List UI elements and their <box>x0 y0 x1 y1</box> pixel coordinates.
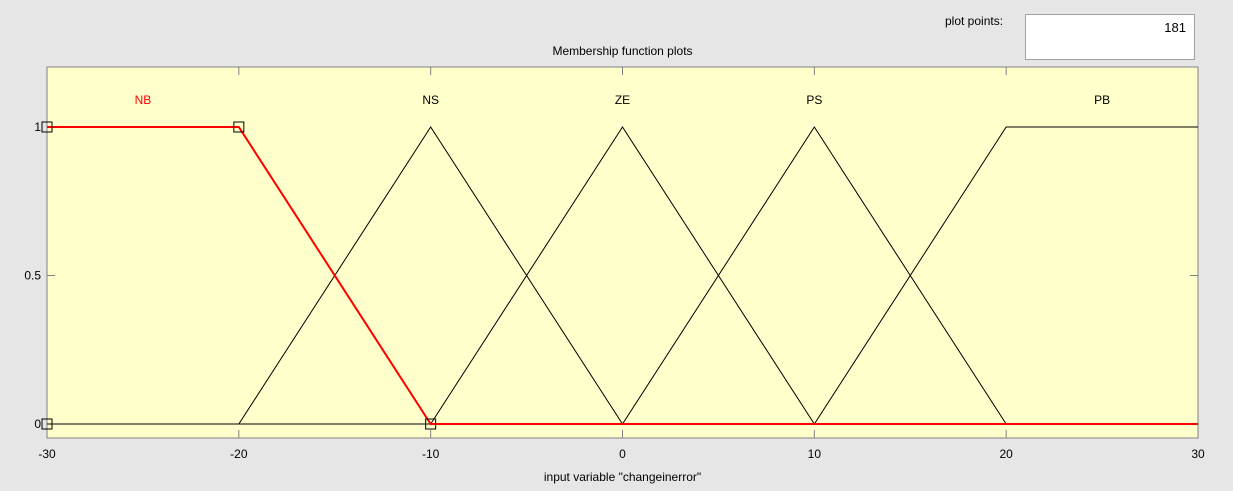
plot-points-input[interactable]: 181 <box>1025 14 1195 60</box>
x-axis-label-text: input variable "changeinerror" <box>543 470 702 484</box>
mf-vertex-handle[interactable] <box>41 418 53 430</box>
mf-label-ns[interactable]: NS <box>422 93 439 107</box>
mf-label-pb[interactable]: PB <box>1094 93 1110 107</box>
mf-vertex-handle[interactable] <box>233 121 245 133</box>
mf-label-ze[interactable]: ZE <box>615 93 630 107</box>
plot-title-text: Membership function plots <box>552 44 693 58</box>
x-tick-label: -30 <box>38 447 56 461</box>
x-tick-label: 10 <box>808 447 822 461</box>
plot-points-label: plot points: <box>945 14 1004 28</box>
x-tick-label: -20 <box>230 447 248 461</box>
y-tick-label: 0 <box>34 417 41 431</box>
mf-label-ps[interactable]: PS <box>806 93 822 107</box>
mf-label-nb[interactable]: NB <box>135 93 152 107</box>
plot-title: Membership function plots <box>0 44 1233 58</box>
x-axis-label: input variable "changeinerror" <box>0 470 1233 484</box>
y-tick-label: 0.5 <box>24 269 41 283</box>
mf-vertex-handle[interactable] <box>41 121 53 133</box>
x-tick-label: 20 <box>999 447 1013 461</box>
x-tick-label: 0 <box>619 447 626 461</box>
x-tick-label: -10 <box>422 447 440 461</box>
plot-area <box>46 66 1199 439</box>
mf-vertex-handle[interactable] <box>425 418 437 430</box>
x-tick-label: 30 <box>1191 447 1205 461</box>
y-tick-label: 1 <box>34 120 41 134</box>
mf-line-nb <box>47 126 1198 425</box>
